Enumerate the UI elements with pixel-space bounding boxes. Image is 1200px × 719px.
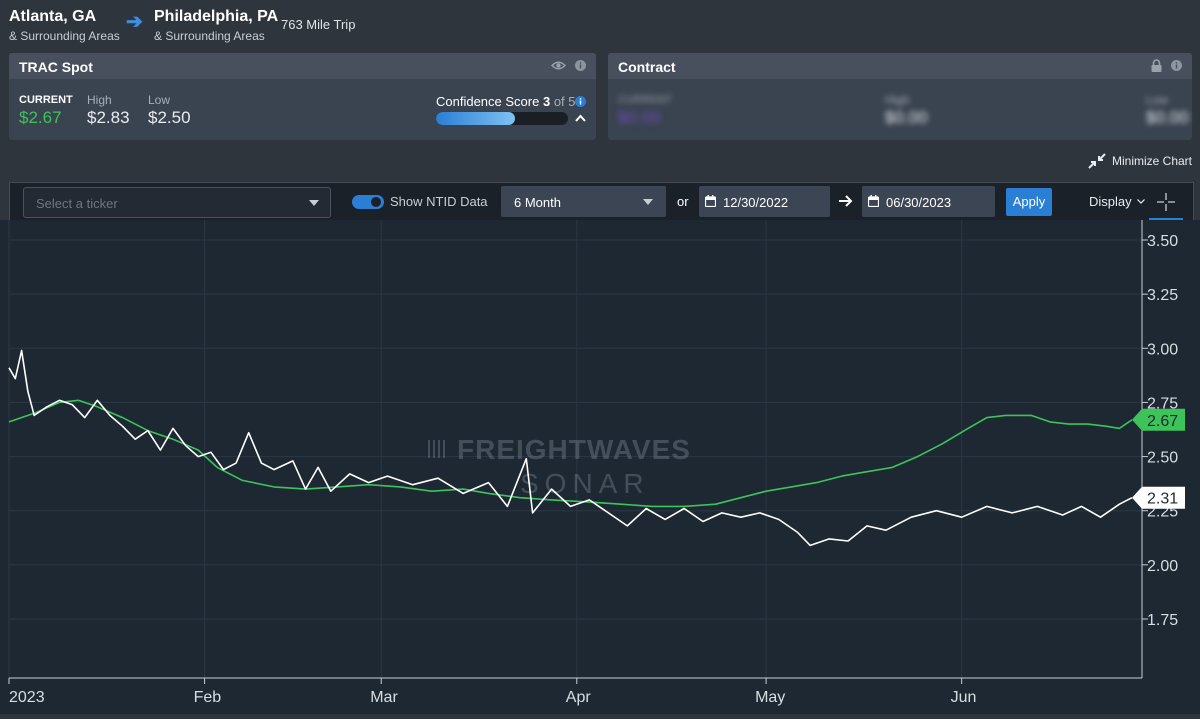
ntid-label: Show NTID Data [390, 194, 488, 209]
ntid-toggle-knob [371, 197, 381, 207]
or-label: or [677, 194, 689, 209]
y-tick-label: 2.50 [1147, 450, 1178, 467]
contract-header: Contract [608, 53, 1192, 79]
y-tick-label: 2.00 [1147, 558, 1178, 575]
route-arrow-icon: ➔ [126, 11, 143, 33]
last-value-label-1: 2.31 [1132, 486, 1185, 509]
contract-panel: Contract CURRENT $0.00 High $0.00 Low $0… [608, 53, 1192, 140]
trac-spot-title: TRAC Spot [19, 59, 93, 75]
ntid-toggle[interactable] [352, 195, 384, 209]
contract-high-label: High [885, 93, 910, 107]
crosshair-icon [1157, 193, 1175, 211]
last-value-labels: 2.67 2.31 [1132, 408, 1185, 509]
contract-current-value: $0.00 [618, 108, 661, 127]
display-menu[interactable]: Display [1089, 194, 1145, 209]
chart-area[interactable]: FREIGHTWAVES SONAR 3.50 3.25 3.00 2.75 2.50 2… [0, 220, 1200, 714]
x-tick-label: Mar [370, 689, 398, 706]
contract-title: Contract [618, 59, 676, 75]
chart-controls: Select a ticker Show NTID Data 6 Month o… [9, 182, 1194, 222]
confidence-label: Confidence Score [436, 94, 540, 109]
trac-high-value: $2.83 [87, 108, 130, 127]
start-date-input[interactable]: 12/30/2022 [699, 186, 830, 217]
calendar-icon [868, 195, 879, 207]
display-label: Display [1089, 194, 1132, 209]
contract-info-icon[interactable] [1171, 60, 1182, 71]
origin-sub: & Surrounding Areas [9, 29, 120, 43]
destination-sub: & Surrounding Areas [154, 29, 265, 43]
calendar-icon [705, 195, 716, 207]
contract-current-label: CURRENT [618, 94, 672, 106]
y-tick-label: 3.00 [1147, 341, 1178, 358]
x-tick-label: 2023 [9, 689, 45, 706]
info-icon[interactable] [575, 60, 586, 71]
last-value-label-0: 2.67 [1132, 408, 1185, 431]
date-arrow-icon [839, 195, 853, 207]
series-line-1 [8, 349, 1133, 547]
freightwaves-sonar-watermark: FREIGHTWAVES SONAR [428, 434, 691, 499]
trac-spot-header: TRAC Spot [9, 53, 596, 79]
crosshair-button[interactable] [1149, 185, 1183, 220]
range-select[interactable]: 6 Month [501, 186, 666, 217]
ticker-select[interactable]: Select a ticker [23, 187, 331, 218]
minimize-chart-button[interactable]: Minimize Chart [1088, 153, 1192, 169]
confidence-score: Confidence Score 3 of 5 [436, 94, 576, 109]
confidence-bar-fill [436, 112, 516, 125]
y-tick-label: 3.25 [1147, 287, 1178, 304]
contract-low-value: $0.00 [1146, 108, 1189, 127]
confidence-bar [436, 112, 568, 125]
destination-city: Philadelphia, PA [154, 8, 279, 25]
x-axis-ticks: 2023 Feb Mar Apr May Jun [8, 678, 977, 706]
x-tick-label: Feb [194, 689, 222, 706]
watermark-line2: SONAR [520, 468, 650, 499]
trac-low-label: Low [148, 93, 171, 107]
display-chevron-down-icon [1136, 199, 1145, 204]
y-tick-label: 2.75 [1147, 395, 1178, 412]
chevron-down-icon [309, 200, 319, 206]
trip-distance: 763 Mile Trip [281, 17, 356, 32]
confidence-info-icon[interactable] [575, 96, 586, 107]
end-date-input[interactable]: 06/30/2023 [862, 186, 995, 217]
minimize-icon [1088, 153, 1106, 169]
x-tick-label: Jun [951, 689, 977, 706]
watermark-line1: FREIGHTWAVES [457, 434, 691, 465]
series-line-0 [8, 399, 1133, 508]
trac-current-value: $2.67 [19, 108, 62, 127]
trac-low-value: $2.50 [148, 108, 191, 127]
last-value-badge [1132, 486, 1185, 509]
range-value: 6 Month [514, 195, 561, 210]
ticker-placeholder: Select a ticker [36, 196, 118, 211]
x-tick-label: Apr [566, 689, 592, 706]
trac-high-label: High [87, 93, 112, 107]
apply-button[interactable]: Apply [1006, 188, 1052, 216]
y-tick-label: 1.75 [1147, 612, 1178, 629]
last-value-badge [1132, 408, 1185, 431]
start-date-value: 12/30/2022 [723, 195, 789, 210]
last-value-text: 2.31 [1147, 491, 1178, 508]
confidence-score-value: 3 [542, 94, 551, 109]
chevron-up-icon[interactable] [575, 114, 586, 122]
chart-grid [8, 220, 1142, 678]
contract-high-value: $0.00 [885, 108, 928, 127]
confidence-of: of 5 [553, 94, 576, 109]
range-chevron-down-icon [643, 199, 653, 205]
contract-low-label: Low [1146, 93, 1169, 107]
last-value-text: 2.67 [1147, 413, 1178, 430]
y-tick-label: 3.50 [1147, 233, 1178, 250]
rate-chart[interactable]: FREIGHTWAVES SONAR 3.503.253.002.752.502… [0, 220, 1200, 714]
trac-spot-panel: TRAC Spot CURRENT $2.67 High $2.83 Low $… [9, 53, 596, 140]
eye-icon[interactable] [551, 60, 566, 71]
chart-series [8, 349, 1133, 547]
lock-icon [1151, 59, 1162, 72]
y-axis-ticks: 3.503.253.002.752.502.252.001.75 [1142, 233, 1178, 629]
trac-current-label: CURRENT [19, 94, 73, 106]
origin-city: Atlanta, GA [9, 8, 97, 25]
end-date-value: 06/30/2023 [886, 195, 952, 210]
watermark-bars-icon [428, 440, 445, 458]
x-tick-label: May [755, 689, 785, 706]
minimize-chart-label: Minimize Chart [1112, 154, 1193, 168]
